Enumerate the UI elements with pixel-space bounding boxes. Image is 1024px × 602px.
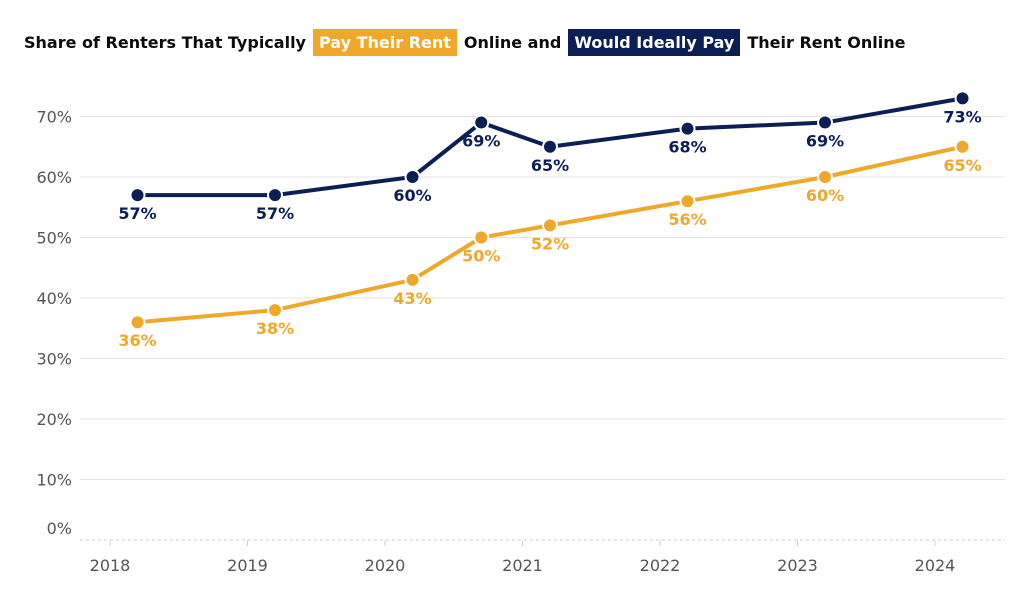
title-part-2: Online and [463, 32, 562, 52]
y-tick-label: 0% [47, 519, 72, 538]
data-point [129, 314, 146, 331]
data-label: 73% [943, 107, 981, 126]
title-part-1: Share of Renters That Typically [24, 32, 306, 52]
data-label: 43% [393, 289, 431, 308]
data-label: 56% [668, 210, 706, 229]
data-point [542, 138, 558, 155]
data-point [542, 217, 558, 234]
y-tick-label: 60% [36, 168, 72, 187]
title-part-3: Their Rent Online [747, 32, 906, 52]
x-tick-label: 2019 [227, 556, 268, 575]
chart-title: Share of Renters That Typically Pay Thei… [24, 26, 905, 58]
data-point [473, 229, 490, 246]
data-point [679, 193, 696, 210]
data-point [817, 114, 833, 131]
y-tick-label: 70% [36, 108, 72, 127]
data-label: 52% [531, 234, 569, 253]
y-tick-label: 20% [36, 410, 72, 429]
data-point [129, 187, 146, 204]
y-tick-label: 30% [36, 350, 72, 369]
x-tick-label: 2020 [365, 556, 406, 575]
data-point [954, 138, 971, 155]
data-label: 69% [462, 132, 500, 151]
data-label: 65% [531, 156, 569, 175]
data-label: 68% [668, 138, 706, 157]
data-label: 60% [393, 186, 431, 205]
data-point [404, 169, 421, 185]
x-tick-label: 2022 [640, 556, 681, 575]
x-tick-label: 2023 [777, 556, 818, 575]
series-line-ideal [135, 96, 965, 198]
title-highlight-ideal: Would Ideally Pay [568, 28, 741, 56]
y-tick-label: 50% [36, 229, 72, 248]
data-point [817, 169, 833, 185]
data-label: 36% [118, 331, 156, 350]
data-label: 57% [256, 204, 294, 223]
data-point [473, 114, 490, 131]
y-tick-label: 40% [36, 289, 72, 308]
data-point [679, 120, 696, 137]
x-tick-label: 2018 [90, 556, 131, 575]
data-label: 65% [943, 156, 981, 175]
x-tick-label: 2024 [915, 556, 956, 575]
series-line-pay [135, 144, 965, 325]
data-point [954, 90, 971, 107]
title-highlight-pay: Pay Their Rent [312, 28, 457, 56]
data-label: 60% [806, 186, 844, 205]
data-point [267, 187, 283, 204]
data-point [267, 302, 283, 319]
y-tick-label: 10% [36, 471, 72, 490]
data-label: 50% [462, 247, 500, 266]
data-label: 69% [806, 132, 844, 151]
data-point [404, 271, 421, 288]
data-label: 38% [256, 319, 294, 338]
data-label: 57% [118, 204, 156, 223]
x-tick-label: 2021 [502, 556, 543, 575]
